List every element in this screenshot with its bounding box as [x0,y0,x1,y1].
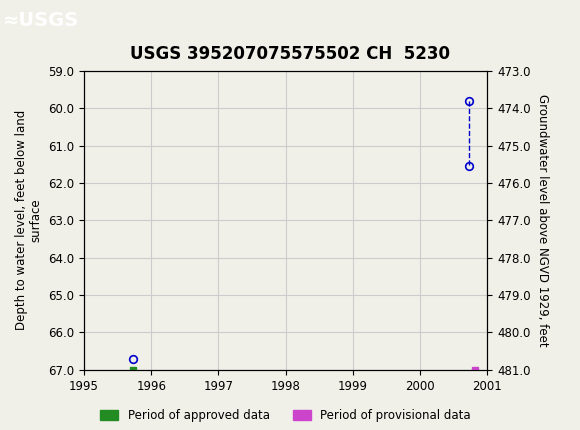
Y-axis label: Groundwater level above NGVD 1929, feet: Groundwater level above NGVD 1929, feet [536,94,549,347]
Legend: Period of approved data, Period of provisional data: Period of approved data, Period of provi… [96,404,476,427]
Y-axis label: Depth to water level, feet below land
surface: Depth to water level, feet below land su… [14,110,43,331]
Text: USGS 395207075575502 CH  5230: USGS 395207075575502 CH 5230 [130,45,450,63]
Text: ≈USGS: ≈USGS [3,11,79,30]
